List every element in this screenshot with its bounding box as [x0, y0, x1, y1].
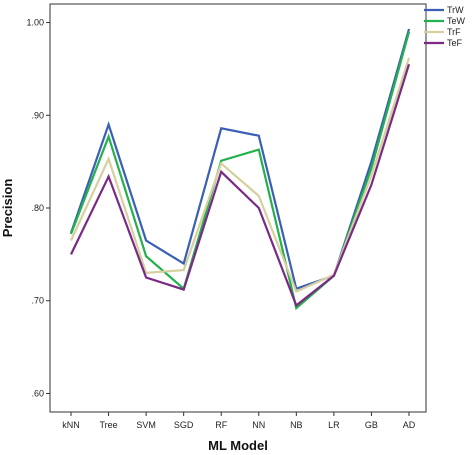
legend-label-tef: TeF	[447, 38, 463, 48]
y-axis: .60 .70 .80 .90 1.00	[26, 18, 50, 398]
x-tick-label: GB	[365, 420, 378, 430]
y-tick-label: .60	[31, 388, 44, 398]
x-tick-label: Tree	[99, 420, 117, 430]
legend-label-trf: TrF	[447, 27, 461, 37]
legend-label-trw: TrW	[447, 5, 464, 15]
x-tick-label: RF	[215, 420, 227, 430]
series-line-trf	[70, 57, 411, 293]
legend-label-tew: TeW	[447, 16, 466, 26]
y-tick-label: .80	[31, 203, 44, 213]
series-line-tef	[70, 63, 411, 308]
plot-area	[49, 3, 427, 413]
x-tick-label: SVM	[136, 420, 156, 430]
x-tick-label: kNN	[62, 420, 80, 430]
x-axis-title: ML Model	[208, 438, 268, 453]
x-tick-label: NN	[252, 420, 265, 430]
series-line-tew	[69, 31, 411, 311]
series-lines	[69, 28, 411, 311]
y-tick-label: .70	[31, 296, 44, 306]
x-tick-label: NB	[290, 420, 303, 430]
y-tick-label: 1.00	[26, 18, 44, 28]
x-axis: kNN Tree SVM SGD RF NN NB LR GB AD	[62, 412, 416, 430]
x-tick-label: LR	[328, 420, 340, 430]
y-tick-label: .90	[31, 110, 44, 120]
y-axis-title: Precision	[0, 179, 15, 238]
x-tick-label: AD	[403, 420, 416, 430]
x-tick-label: SGD	[174, 420, 194, 430]
